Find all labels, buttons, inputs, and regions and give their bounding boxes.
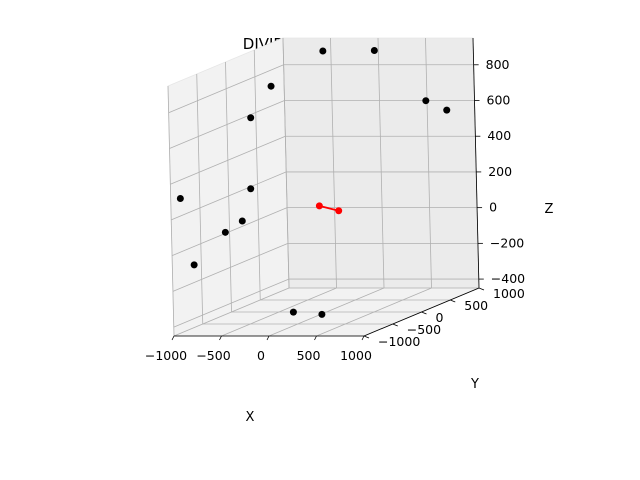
data-point [319, 47, 327, 55]
grid-line-y [167, 85, 175, 337]
z-tick-label: 600 [487, 93, 511, 108]
x-tick-label: 500 [297, 348, 321, 363]
x-tick [266, 335, 270, 341]
data-point [370, 47, 378, 55]
x-tick [314, 335, 317, 341]
z-tick-label: 0 [489, 200, 497, 215]
x-tick-label: 1000 [340, 348, 372, 363]
y-tick-label: 1000 [493, 286, 525, 301]
x-tick-label: 0 [257, 348, 265, 363]
grid-line-z [168, 64, 284, 114]
x-tick-label: −500 [196, 348, 230, 363]
grid-line-x [377, 37, 385, 289]
grid-line-z [173, 278, 289, 328]
y-tick [392, 323, 398, 327]
grid-line-y [225, 61, 232, 313]
data-point [443, 106, 451, 114]
grid-line-z [169, 100, 285, 149]
z-tick-label: 200 [488, 164, 512, 179]
data-point [247, 114, 255, 122]
y-tick-label: 500 [464, 298, 488, 313]
data-point [289, 308, 297, 316]
z-axis-line [472, 37, 480, 289]
data-point [176, 194, 184, 202]
x-axis-label: X [246, 410, 255, 425]
axes-panes [167, 37, 480, 337]
tick-marks: −1000 −500 0 500 1000−1000−50005001000−400−2… [145, 57, 525, 363]
x-tick [219, 335, 222, 341]
x-tick [171, 335, 175, 341]
z-tick-label: 800 [486, 57, 510, 72]
closest-pair-point [335, 207, 343, 215]
data-point [247, 185, 255, 193]
y-axis-label: Y [470, 377, 479, 392]
grid-line-z [171, 171, 287, 221]
z-tick-label: 400 [487, 128, 511, 143]
data-point [318, 310, 326, 318]
y-tick [421, 311, 427, 315]
y-tick [363, 335, 370, 339]
z-tick-label: −200 [490, 235, 524, 250]
y-tick [450, 299, 456, 303]
grid-line-z [170, 135, 286, 185]
grid-line-y [253, 49, 261, 301]
x-tick-label: −1000 [145, 348, 187, 363]
y-tick-label: −1000 [378, 334, 420, 349]
z-tick-label: −400 [491, 271, 525, 286]
grid-line-z [172, 242, 289, 292]
closest-pair-point [315, 202, 323, 210]
x-tick [361, 335, 365, 341]
y-tick-label: 0 [436, 310, 444, 325]
data-points [176, 47, 451, 318]
grid-line-z [171, 207, 288, 257]
grid-line-y [196, 73, 204, 325]
data-point [422, 97, 430, 105]
grid-line-y [282, 37, 290, 289]
z-axis-label: Z [545, 202, 554, 217]
grid-line-x [330, 37, 337, 289]
grid-line-x [425, 37, 432, 289]
data-point [190, 261, 198, 269]
y-tick [478, 287, 485, 291]
data-point [267, 82, 275, 90]
data-point [238, 217, 246, 225]
y-tick-label: −500 [407, 322, 441, 337]
data-point [221, 228, 229, 236]
